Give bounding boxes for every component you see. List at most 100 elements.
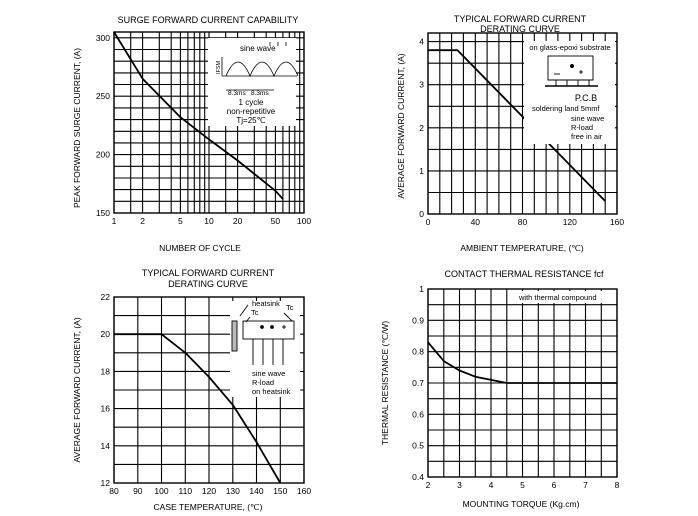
case-inset-line-3: on heatsink: [252, 387, 291, 396]
data-point: [456, 49, 459, 51]
ambient-inset-line-3: R-load: [571, 123, 593, 132]
data-point: [232, 404, 234, 406]
surge-chart-ticks: 1 2 5 10 20 50 100 150 200 250 300: [96, 33, 312, 226]
surge-inset-bg: [208, 38, 296, 126]
case-inset-line-2: R-load: [252, 378, 274, 387]
x-tick-label: 1: [112, 216, 117, 226]
data-point: [179, 116, 181, 118]
surge-inset-period-right: 8.3ms: [251, 90, 269, 97]
data-point: [184, 352, 186, 354]
thermal-chart-ticks: 2 3 4 5 6 7 8 0.4 0.5 0.6 0.7 0.8 0.9 1: [412, 284, 619, 490]
y-tick-label: 1: [419, 166, 424, 176]
surge-inset-axis-symbol: IFSM: [216, 60, 222, 74]
case-x-axis-label: CASE TEMPERATURE, (℃): [154, 502, 263, 512]
x-tick-label: 80: [109, 486, 119, 496]
x-tick-label: 80: [518, 217, 528, 227]
data-point: [208, 376, 210, 378]
y-tick-label: 3: [419, 80, 424, 90]
ambient-chart-ticks: 0 40 80 120 160 0 1 2 3 4: [419, 37, 624, 227]
data-point: [427, 341, 429, 343]
surge-chart-title: SURGE FORWARD CURRENT CAPABILITY: [118, 15, 299, 25]
surge-inset: sine wave IFSM 8.3ms 8.3ms 1 cycle non-r…: [208, 38, 299, 126]
data-point: [237, 159, 239, 162]
case-y-axis-label: AVERAGE FORWARD CURRENT, (A): [72, 317, 82, 462]
ambient-inset: on glass-epoxi substrate P.C.B soldering…: [524, 41, 615, 144]
ambient-inset-line-2: sine wave: [571, 114, 604, 123]
thermal-note-bg: [513, 291, 605, 303]
data-point: [458, 369, 461, 372]
x-tick-label: 160: [610, 217, 624, 227]
case-inset-heatsink: heatsink: [252, 299, 280, 308]
thermal-resistance-chart: CONTACT THERMAL RESISTANCE fcf THERMAL R…: [380, 269, 620, 509]
ambient-x-axis-label: AMBIENT TEMPERATURE, (℃): [460, 243, 584, 253]
plot-frame: [427, 32, 618, 215]
ambient-inset-bg: [524, 41, 615, 144]
surge-y-axis-label: PEAK FORWARD SURGE CURRENT, (A): [72, 48, 82, 208]
case-inset-line-1: sine wave: [252, 369, 285, 378]
data-point: [474, 376, 476, 378]
data-point: [553, 382, 555, 384]
data-point: [255, 441, 258, 443]
x-tick-label: 8: [615, 480, 620, 490]
ambient-derating-chart: TYPICAL FORWARD CURRENT DERATING CURVE A…: [396, 14, 624, 253]
y-tick-label: 0.6: [412, 409, 424, 419]
series-line: [427, 341, 617, 384]
thermal-y-axis-label: THERMAL RESISTANCE (℃/W): [380, 321, 390, 445]
ambient-chart-subtitle: DERATING CURVE: [480, 24, 560, 34]
x-tick-label: 5: [178, 216, 183, 226]
x-tick-label: 40: [471, 217, 481, 227]
x-tick-label: 0: [426, 217, 431, 227]
x-tick-label: 130: [226, 486, 240, 496]
thermal-chart-title: CONTACT THERMAL RESISTANCE fcf: [444, 269, 604, 279]
x-tick-label: 110: [179, 486, 193, 496]
y-tick-label: 150: [96, 208, 110, 218]
case-chart-subtitle: DERATING CURVE: [168, 279, 248, 289]
x-tick-label: 2: [140, 216, 145, 226]
y-tick-label: 16: [101, 404, 111, 414]
data-point: [208, 138, 210, 140]
y-tick-label: 1: [419, 284, 424, 294]
data-point: [584, 382, 587, 384]
x-tick-label: 10: [204, 216, 214, 226]
x-tick-label: 120: [563, 217, 577, 227]
sine-waveform-icon: [221, 42, 299, 91]
surge-inset-line-2: non-repetitive: [227, 107, 276, 116]
y-tick-label: 0: [419, 209, 424, 219]
data-point: [616, 382, 618, 384]
x-tick-label: 20: [233, 216, 243, 226]
ambient-inset-line-1: soldering land 5mmf: [532, 104, 600, 113]
data-point: [427, 49, 429, 51]
data-point: [282, 198, 284, 200]
x-tick-label: 100: [154, 486, 168, 496]
y-tick-label: 0.5: [412, 441, 424, 451]
x-tick-label: 120: [202, 486, 216, 496]
y-tick-label: 0.9: [412, 315, 424, 325]
x-tick-label: 140: [249, 486, 263, 496]
y-tick-label: 14: [101, 441, 111, 451]
ambient-inset-mount: on glass-epoxi substrate: [529, 43, 610, 52]
surge-chart-series: [113, 31, 284, 200]
y-tick-label: 2: [419, 123, 424, 133]
heatsink-package-icon: [231, 304, 295, 365]
thermal-chart-series: [427, 341, 618, 384]
surge-inset-period-left: 8.3ms: [228, 90, 246, 97]
y-tick-label: 300: [96, 33, 110, 43]
y-tick-label: 250: [96, 91, 110, 101]
case-inset-tc-left: Tc: [251, 308, 259, 317]
case-chart-series: [113, 333, 282, 484]
data-point: [521, 382, 524, 384]
case-inset-tc-right: Tc: [286, 303, 294, 312]
bridge-package-icon: [545, 55, 598, 87]
y-tick-label: 0.8: [412, 347, 424, 357]
thermal-x-axis-label: MOUNTING TORQUE (Kg.cm): [463, 499, 580, 509]
ambient-inset-board: P.C.B: [575, 93, 597, 103]
y-tick-label: 4: [419, 37, 424, 47]
x-tick-label: 90: [133, 486, 143, 496]
case-derating-chart: TYPICAL FORWARD CURRENT DERATING CURVE A…: [72, 268, 311, 512]
data-point: [604, 200, 606, 202]
x-tick-label: 50: [271, 216, 281, 226]
ambient-inset-line-4: free in air: [571, 132, 603, 141]
x-tick-label: 3: [457, 480, 462, 490]
data-point: [506, 382, 508, 384]
